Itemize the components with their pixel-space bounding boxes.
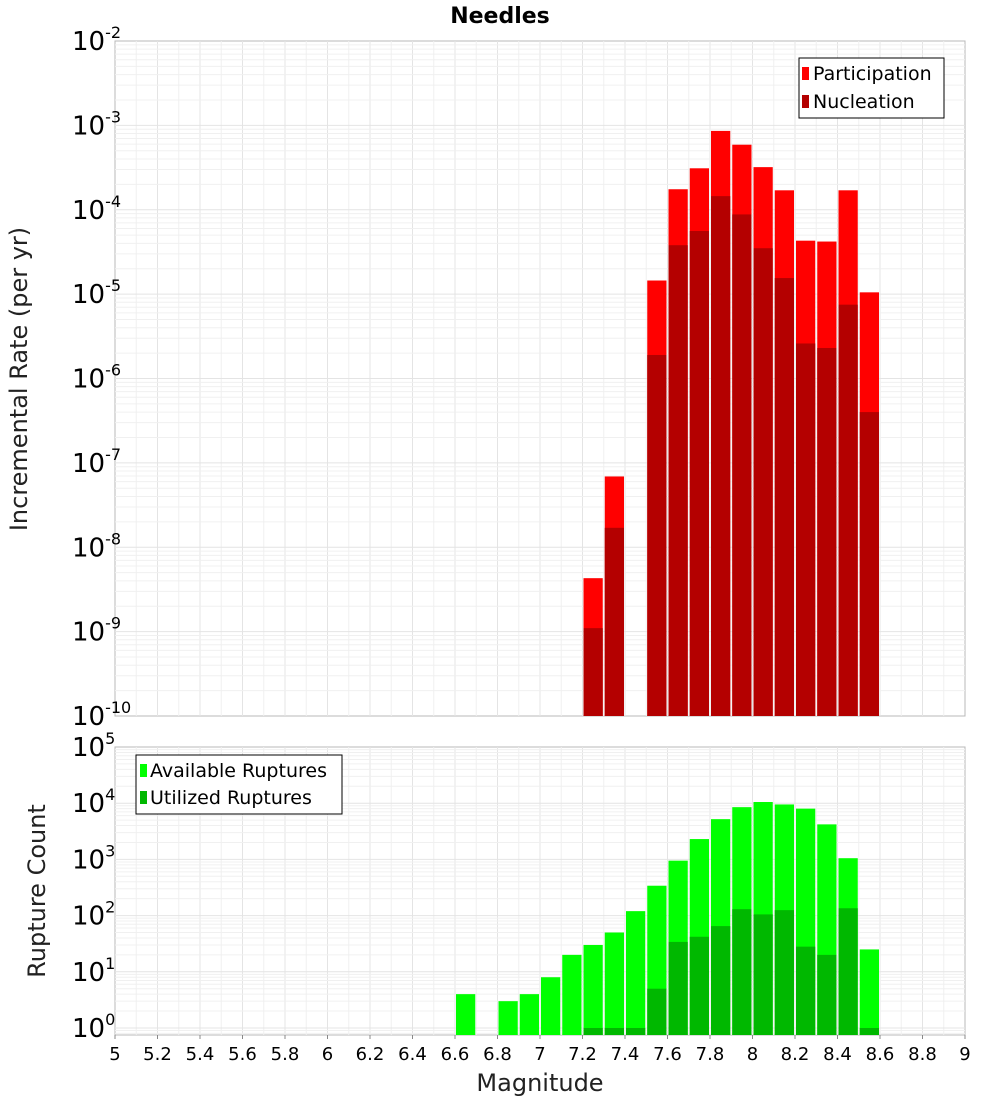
utilized-bar (817, 954, 837, 1035)
rate-panel: 10-10 10-9 10-8 10-7 10-6 10-5 10-4 10-3 10-2 In… (5, 23, 966, 732)
rate-y-tick-label: 10-2 (72, 23, 121, 57)
rate-y-tick-label: 10-3 (72, 107, 121, 141)
nucleation-bar (774, 278, 794, 716)
utilized-bar (689, 936, 709, 1035)
utilized-bar (859, 1027, 879, 1035)
available-bar (498, 1001, 518, 1035)
rate-y-tick-label: 10-9 (72, 614, 121, 648)
count-y-tick-label: 105 (72, 729, 115, 763)
count-y-tick-label: 103 (72, 841, 115, 875)
utilized-bar (753, 914, 773, 1035)
rate-y-ticks: 10-10 10-9 10-8 10-7 10-6 10-5 10-4 10-3 10-2 (72, 23, 131, 732)
available-bar (604, 932, 624, 1035)
utilized-legend-swatch (140, 791, 147, 804)
rate-y-axis-label: Incremental Rate (per yr) (5, 227, 33, 531)
rate-y-tick-label: 10-10 (72, 698, 131, 732)
available-bar (626, 911, 646, 1035)
nucleation-legend-label: Nucleation (813, 91, 915, 113)
nucleation-bar (604, 527, 624, 716)
x-tick-label: 8.6 (866, 1044, 895, 1065)
available-bar (456, 994, 476, 1035)
rate-y-tick-label: 10-4 (72, 192, 121, 226)
count-y-axis-label: Rupture Count (23, 804, 51, 978)
nucleation-bar (732, 214, 752, 717)
rate-legend-box (798, 57, 945, 119)
available-bar (519, 994, 539, 1035)
count-legend-box (135, 754, 343, 815)
utilized-bar (796, 946, 816, 1035)
available-bar (562, 954, 582, 1035)
x-tick-label: 5.6 (228, 1044, 257, 1065)
nucleation-bar (796, 343, 816, 716)
utilized-bar (732, 909, 752, 1035)
x-tick-label: 5.4 (186, 1044, 215, 1065)
nucleation-legend-swatch (802, 95, 809, 108)
rate-gridlines (115, 41, 965, 716)
utilized-bar (583, 1027, 603, 1035)
count-y-tick-label: 104 (72, 785, 115, 819)
count-y-tick-label: 102 (72, 898, 115, 932)
nucleation-bar (689, 230, 709, 716)
nucleation-bar (859, 412, 879, 716)
rate-y-tick-label: 10-6 (72, 361, 121, 395)
chart-title: Needles (450, 4, 550, 29)
x-tick-label: 5 (109, 1044, 120, 1065)
x-tick-label: 6.4 (398, 1044, 427, 1065)
x-tick-label: 6.2 (356, 1044, 385, 1065)
utilized-bar (626, 1027, 646, 1035)
utilized-bar (668, 941, 688, 1035)
participation-legend-label: Participation (813, 63, 932, 85)
x-tick-label: 9 (959, 1044, 970, 1065)
x-tick-label: 6 (322, 1044, 333, 1065)
x-axis-label: Magnitude (476, 1069, 603, 1097)
x-tick-label: 5.8 (271, 1044, 300, 1065)
nucleation-bar (711, 196, 731, 716)
nucleation-bar (753, 248, 773, 717)
x-tick-label: 8 (747, 1044, 758, 1065)
x-tick-label: 6.6 (441, 1044, 470, 1065)
rate-y-tick-label: 10-5 (72, 276, 121, 310)
utilized-bar (647, 988, 667, 1035)
utilized-bar (838, 908, 858, 1035)
x-tick-label: 7.8 (696, 1044, 725, 1065)
count-y-tick-label: 101 (72, 954, 115, 988)
x-tick-label: 7 (534, 1044, 545, 1065)
magnitude-x-ticks: 5 5.2 5.4 5.6 5.8 6 6.2 6.4 6.6 6.8 7 7.2 7.4 7.6 7.8 8… (109, 1035, 971, 1065)
rate-legend: Participation Nucleation (798, 57, 945, 119)
x-tick-label: 8.4 (823, 1044, 852, 1065)
count-legend: Available Ruptures Utilized Ruptures (135, 754, 343, 815)
nucleation-bar (668, 245, 688, 717)
x-tick-label: 7.2 (568, 1044, 597, 1065)
x-tick-label: 7.6 (653, 1044, 682, 1065)
utilized-bar (711, 926, 731, 1035)
participation-legend-swatch (802, 67, 809, 80)
utilized-legend-label: Utilized Ruptures (150, 787, 312, 809)
x-tick-label: 8.8 (908, 1044, 937, 1065)
nucleation-bar (583, 628, 603, 716)
available-bar (541, 977, 561, 1035)
count-y-ticks: 100 101 102 103 104 105 (72, 729, 115, 1044)
nucleation-bar (647, 354, 667, 716)
available-legend-label: Available Ruptures (150, 760, 327, 782)
x-tick-label: 5.2 (143, 1044, 172, 1065)
rate-bars (583, 130, 879, 717)
rate-y-tick-label: 10-8 (72, 529, 121, 563)
rate-y-tick-label: 10-7 (72, 445, 121, 479)
count-panel: 100 101 102 103 104 105 5 5.2 5.4 5.6 5.8 6 6.2 6.4 6… (23, 729, 971, 1097)
utilized-bar (774, 910, 794, 1035)
x-tick-label: 8.2 (781, 1044, 810, 1065)
count-bars (456, 802, 879, 1035)
nucleation-bar (838, 304, 858, 716)
available-bar (583, 944, 603, 1035)
count-y-tick-label: 100 (72, 1010, 115, 1044)
available-bar (859, 949, 879, 1035)
x-tick-label: 6.8 (483, 1044, 512, 1065)
x-tick-label: 7.4 (611, 1044, 640, 1065)
utilized-bar (604, 1027, 624, 1035)
available-legend-swatch (140, 764, 147, 777)
nucleation-bar (817, 347, 837, 716)
